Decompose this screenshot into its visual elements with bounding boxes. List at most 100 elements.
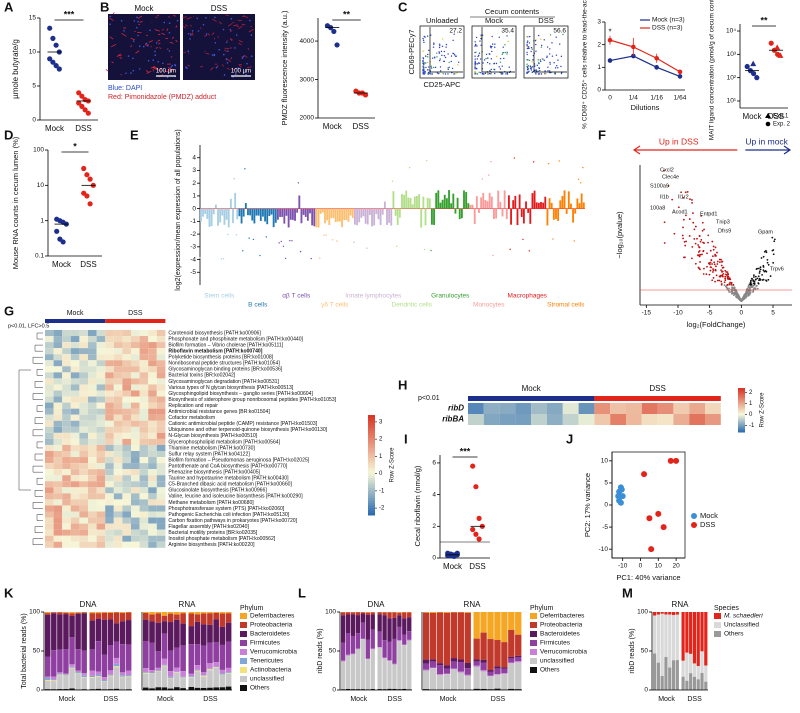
- dendrogram: [32, 356, 43, 364]
- flow-dot: [423, 66, 425, 69]
- cell: [79, 390, 88, 397]
- flow-dot: [531, 48, 533, 50]
- dot: [76, 90, 82, 96]
- y-tick-label: 0: [432, 555, 436, 562]
- cell: [88, 541, 97, 548]
- cell: [626, 414, 642, 425]
- dendrogram: [32, 502, 43, 509]
- stacked-segment: [95, 671, 102, 675]
- stacked-segment: [89, 677, 95, 679]
- micrograph-texture: [162, 62, 164, 65]
- flow-dot: [490, 68, 492, 71]
- dot: [85, 110, 91, 116]
- stacked-segment: [95, 612, 102, 614]
- y-tick-label: -3: [190, 244, 196, 251]
- volcano-point: [772, 253, 775, 256]
- flow-dot: [489, 63, 491, 65]
- cell: [105, 523, 114, 530]
- volcano-point: [753, 280, 755, 283]
- x-tick-label: 5: [771, 310, 775, 317]
- stacked-segment: [149, 688, 155, 690]
- cell: [70, 535, 80, 542]
- flow-dot: [477, 55, 479, 58]
- volcano-point: [721, 270, 724, 273]
- flow-dot: [480, 34, 482, 36]
- flow-dot: [439, 70, 442, 72]
- cell: [79, 360, 88, 367]
- colorbar-cell: [738, 391, 745, 393]
- cell: [139, 384, 149, 391]
- group-bar: [468, 396, 595, 401]
- expression-bar: [296, 208, 299, 213]
- volcano-point: [712, 269, 715, 272]
- stacked-segment: [75, 649, 81, 671]
- expression-bar: [394, 208, 397, 216]
- cell: [105, 426, 114, 433]
- stacked-segment: [107, 689, 114, 690]
- cell: [45, 390, 54, 397]
- flow-dot: [474, 55, 476, 57]
- stacked-segment: [101, 681, 108, 682]
- legend-swatch: [240, 667, 247, 673]
- expression-bar: [484, 200, 487, 209]
- cell: [122, 342, 131, 349]
- cell: [53, 505, 63, 512]
- flow-dot: [554, 73, 556, 75]
- micrograph-texture: [226, 62, 229, 64]
- group-label: DSS: [687, 696, 702, 703]
- flow-dot: [438, 59, 441, 62]
- stacked-segment: [387, 661, 392, 689]
- flow-dot: [480, 36, 482, 38]
- cell: [148, 493, 157, 500]
- cell: [641, 414, 658, 425]
- flow-dot: [427, 73, 429, 75]
- flow-dot: [480, 71, 482, 74]
- flow-dot: [475, 36, 478, 39]
- cell: [62, 348, 71, 355]
- micrograph-texture: [232, 21, 235, 24]
- cell: [62, 499, 71, 506]
- flow-dot: [493, 62, 496, 65]
- flow-dot: [538, 61, 540, 64]
- row-label: Sulfur relay system [PATH:ko04122]: [168, 451, 250, 457]
- stacked-segment: [45, 676, 51, 679]
- cell: [113, 348, 123, 355]
- stacked-segment: [668, 667, 672, 690]
- cell: [62, 457, 71, 464]
- volcano-point: [715, 265, 717, 268]
- cell: [88, 426, 97, 433]
- expression-bar: [431, 208, 433, 225]
- expression-bar: [232, 208, 234, 224]
- stacked-segment: [370, 648, 375, 650]
- y-tick-label: 0.1: [35, 253, 44, 260]
- expression-bar: [317, 208, 320, 228]
- cell: [156, 517, 166, 524]
- volcano-point: [756, 284, 758, 287]
- dot: [768, 40, 774, 46]
- volcano-point: [762, 269, 765, 272]
- expression-bar: [570, 203, 572, 209]
- significance: **: [343, 9, 351, 19]
- micrograph-texture: [155, 46, 158, 49]
- flow-dot: [531, 71, 534, 73]
- cell: [45, 372, 54, 379]
- stacked-segment: [143, 672, 149, 674]
- expression-bar: [373, 208, 376, 226]
- flow-dot: [487, 57, 489, 59]
- stacked-segment: [207, 613, 213, 625]
- dendrogram: [36, 514, 43, 521]
- volcano-point: [771, 236, 774, 239]
- volcano-point: [696, 237, 698, 240]
- cell: [105, 402, 114, 409]
- cell: [70, 360, 80, 367]
- stacked-segment: [671, 615, 676, 661]
- stacked-segment: [200, 676, 207, 688]
- expression-bar: [229, 198, 232, 209]
- stacked-segment: [350, 635, 356, 654]
- cell: [139, 414, 149, 421]
- expression-bar: [264, 208, 267, 222]
- gene-label: Clec4e: [662, 174, 679, 180]
- volcano-point: [682, 218, 685, 221]
- stacked-segment: [125, 612, 132, 613]
- cell: [53, 408, 63, 415]
